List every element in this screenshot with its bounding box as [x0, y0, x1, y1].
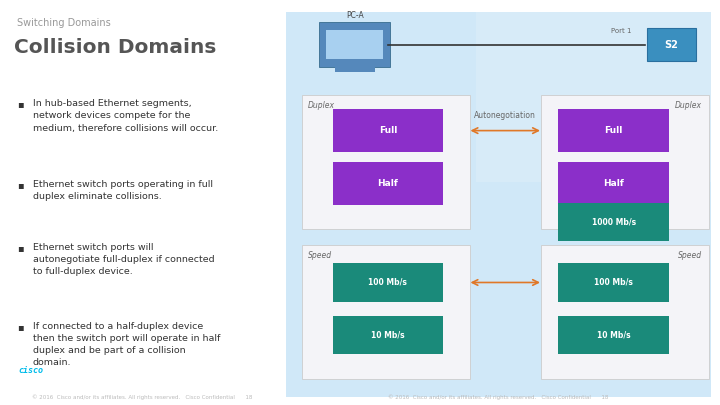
FancyBboxPatch shape: [559, 316, 669, 354]
Text: Ethernet switch ports operating in full
duplex eliminate collisions.: Ethernet switch ports operating in full …: [32, 180, 212, 201]
Text: cisco: cisco: [19, 366, 43, 375]
Text: Autonegotiation: Autonegotiation: [474, 111, 536, 121]
FancyBboxPatch shape: [559, 202, 669, 241]
Text: If connected to a half-duplex device
then the switch port will operate in half
d: If connected to a half-duplex device the…: [32, 322, 220, 367]
Text: 10 Mb/s: 10 Mb/s: [597, 330, 631, 340]
FancyBboxPatch shape: [333, 316, 444, 354]
Text: Duplex: Duplex: [308, 101, 336, 110]
FancyBboxPatch shape: [559, 109, 669, 152]
FancyBboxPatch shape: [647, 28, 696, 61]
Text: S2: S2: [665, 40, 678, 49]
Text: Speed: Speed: [308, 251, 333, 260]
FancyBboxPatch shape: [326, 30, 384, 59]
FancyBboxPatch shape: [333, 162, 444, 205]
Text: 1000 Mb/s: 1000 Mb/s: [592, 217, 636, 226]
FancyBboxPatch shape: [319, 22, 390, 67]
FancyBboxPatch shape: [335, 65, 374, 72]
Text: ▪: ▪: [17, 180, 24, 190]
Text: Port 1: Port 1: [611, 28, 631, 34]
FancyBboxPatch shape: [286, 12, 711, 397]
Text: Duplex: Duplex: [675, 101, 702, 110]
FancyBboxPatch shape: [302, 95, 470, 229]
FancyBboxPatch shape: [541, 245, 709, 379]
Text: In hub-based Ethernet segments,
network devices compete for the
medium, therefor: In hub-based Ethernet segments, network …: [32, 99, 218, 132]
Text: Speed: Speed: [678, 251, 702, 260]
Text: 100 Mb/s: 100 Mb/s: [369, 278, 408, 287]
Text: ▪: ▪: [17, 243, 24, 253]
Text: © 2016  Cisco and/or its affiliates. All rights reserved.   Cisco Confidential  : © 2016 Cisco and/or its affiliates. All …: [32, 394, 253, 400]
FancyBboxPatch shape: [333, 109, 444, 152]
Text: Half: Half: [377, 179, 398, 188]
Text: Collision Domains: Collision Domains: [14, 38, 217, 58]
Text: Ethernet switch ports will
autonegotiate full-duplex if connected
to full-duplex: Ethernet switch ports will autonegotiate…: [32, 243, 215, 276]
Text: ▪: ▪: [17, 322, 24, 332]
FancyBboxPatch shape: [333, 263, 444, 302]
Text: Half: Half: [603, 179, 624, 188]
Text: 100 Mb/s: 100 Mb/s: [594, 278, 633, 287]
Text: ▪: ▪: [17, 99, 24, 109]
FancyBboxPatch shape: [541, 95, 709, 229]
Text: © 2016  Cisco and/or its affiliates. All rights reserved.   Cisco Confidential  : © 2016 Cisco and/or its affiliates. All …: [388, 394, 609, 400]
Text: PC-A: PC-A: [346, 11, 364, 20]
FancyBboxPatch shape: [559, 162, 669, 205]
Text: Full: Full: [379, 126, 397, 135]
FancyBboxPatch shape: [302, 245, 470, 379]
Text: Switching Domains: Switching Domains: [17, 18, 111, 28]
Text: Full: Full: [605, 126, 623, 135]
FancyBboxPatch shape: [477, 12, 711, 182]
Text: 10 Mb/s: 10 Mb/s: [371, 330, 405, 340]
FancyBboxPatch shape: [559, 263, 669, 302]
